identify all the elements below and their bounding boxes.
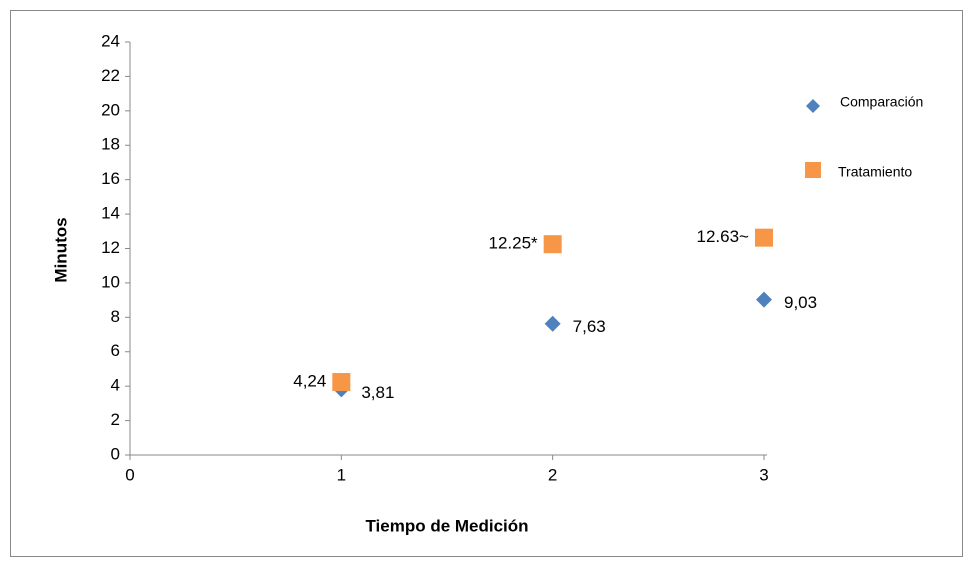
legend-marker	[806, 99, 820, 113]
x-tick-label: 2	[548, 465, 557, 484]
y-tick-label: 22	[101, 66, 120, 85]
point	[332, 373, 351, 392]
y-tick-label: 8	[111, 307, 120, 326]
legend-label: Tratamiento	[838, 164, 912, 180]
data-label: 12.63~	[697, 227, 750, 246]
x-tick-label: 0	[125, 465, 134, 484]
y-tick-label: 12	[101, 238, 120, 257]
x-axis-title: Tiempo de Medición	[365, 516, 528, 535]
point	[755, 228, 773, 247]
data-label: 4,24	[293, 372, 326, 391]
legend-marker	[805, 162, 821, 178]
y-tick-label: 2	[111, 410, 120, 429]
data-label: 7,63	[573, 317, 606, 336]
y-tick-label: 6	[111, 341, 120, 360]
y-tick-label: 20	[101, 100, 120, 119]
y-axis-title: Minutos	[51, 217, 70, 282]
x-tick-label: 3	[759, 465, 768, 484]
data-label: 3,81	[361, 383, 394, 402]
y-tick-label: 0	[111, 444, 120, 463]
y-tick-label: 14	[101, 204, 120, 223]
data-label: 9,03	[784, 293, 817, 312]
point	[756, 291, 772, 308]
y-tick-label: 24	[101, 31, 120, 50]
chart-border	[10, 10, 963, 557]
y-tick-label: 18	[101, 135, 120, 154]
point	[543, 235, 562, 254]
x-tick-label: 1	[337, 465, 346, 484]
data-label: 12.25*	[488, 234, 538, 253]
point	[544, 315, 561, 332]
y-tick-label: 4	[111, 376, 120, 395]
y-tick-label: 10	[101, 272, 120, 291]
y-tick-label: 16	[101, 169, 120, 188]
legend-label: Comparación	[840, 94, 923, 110]
